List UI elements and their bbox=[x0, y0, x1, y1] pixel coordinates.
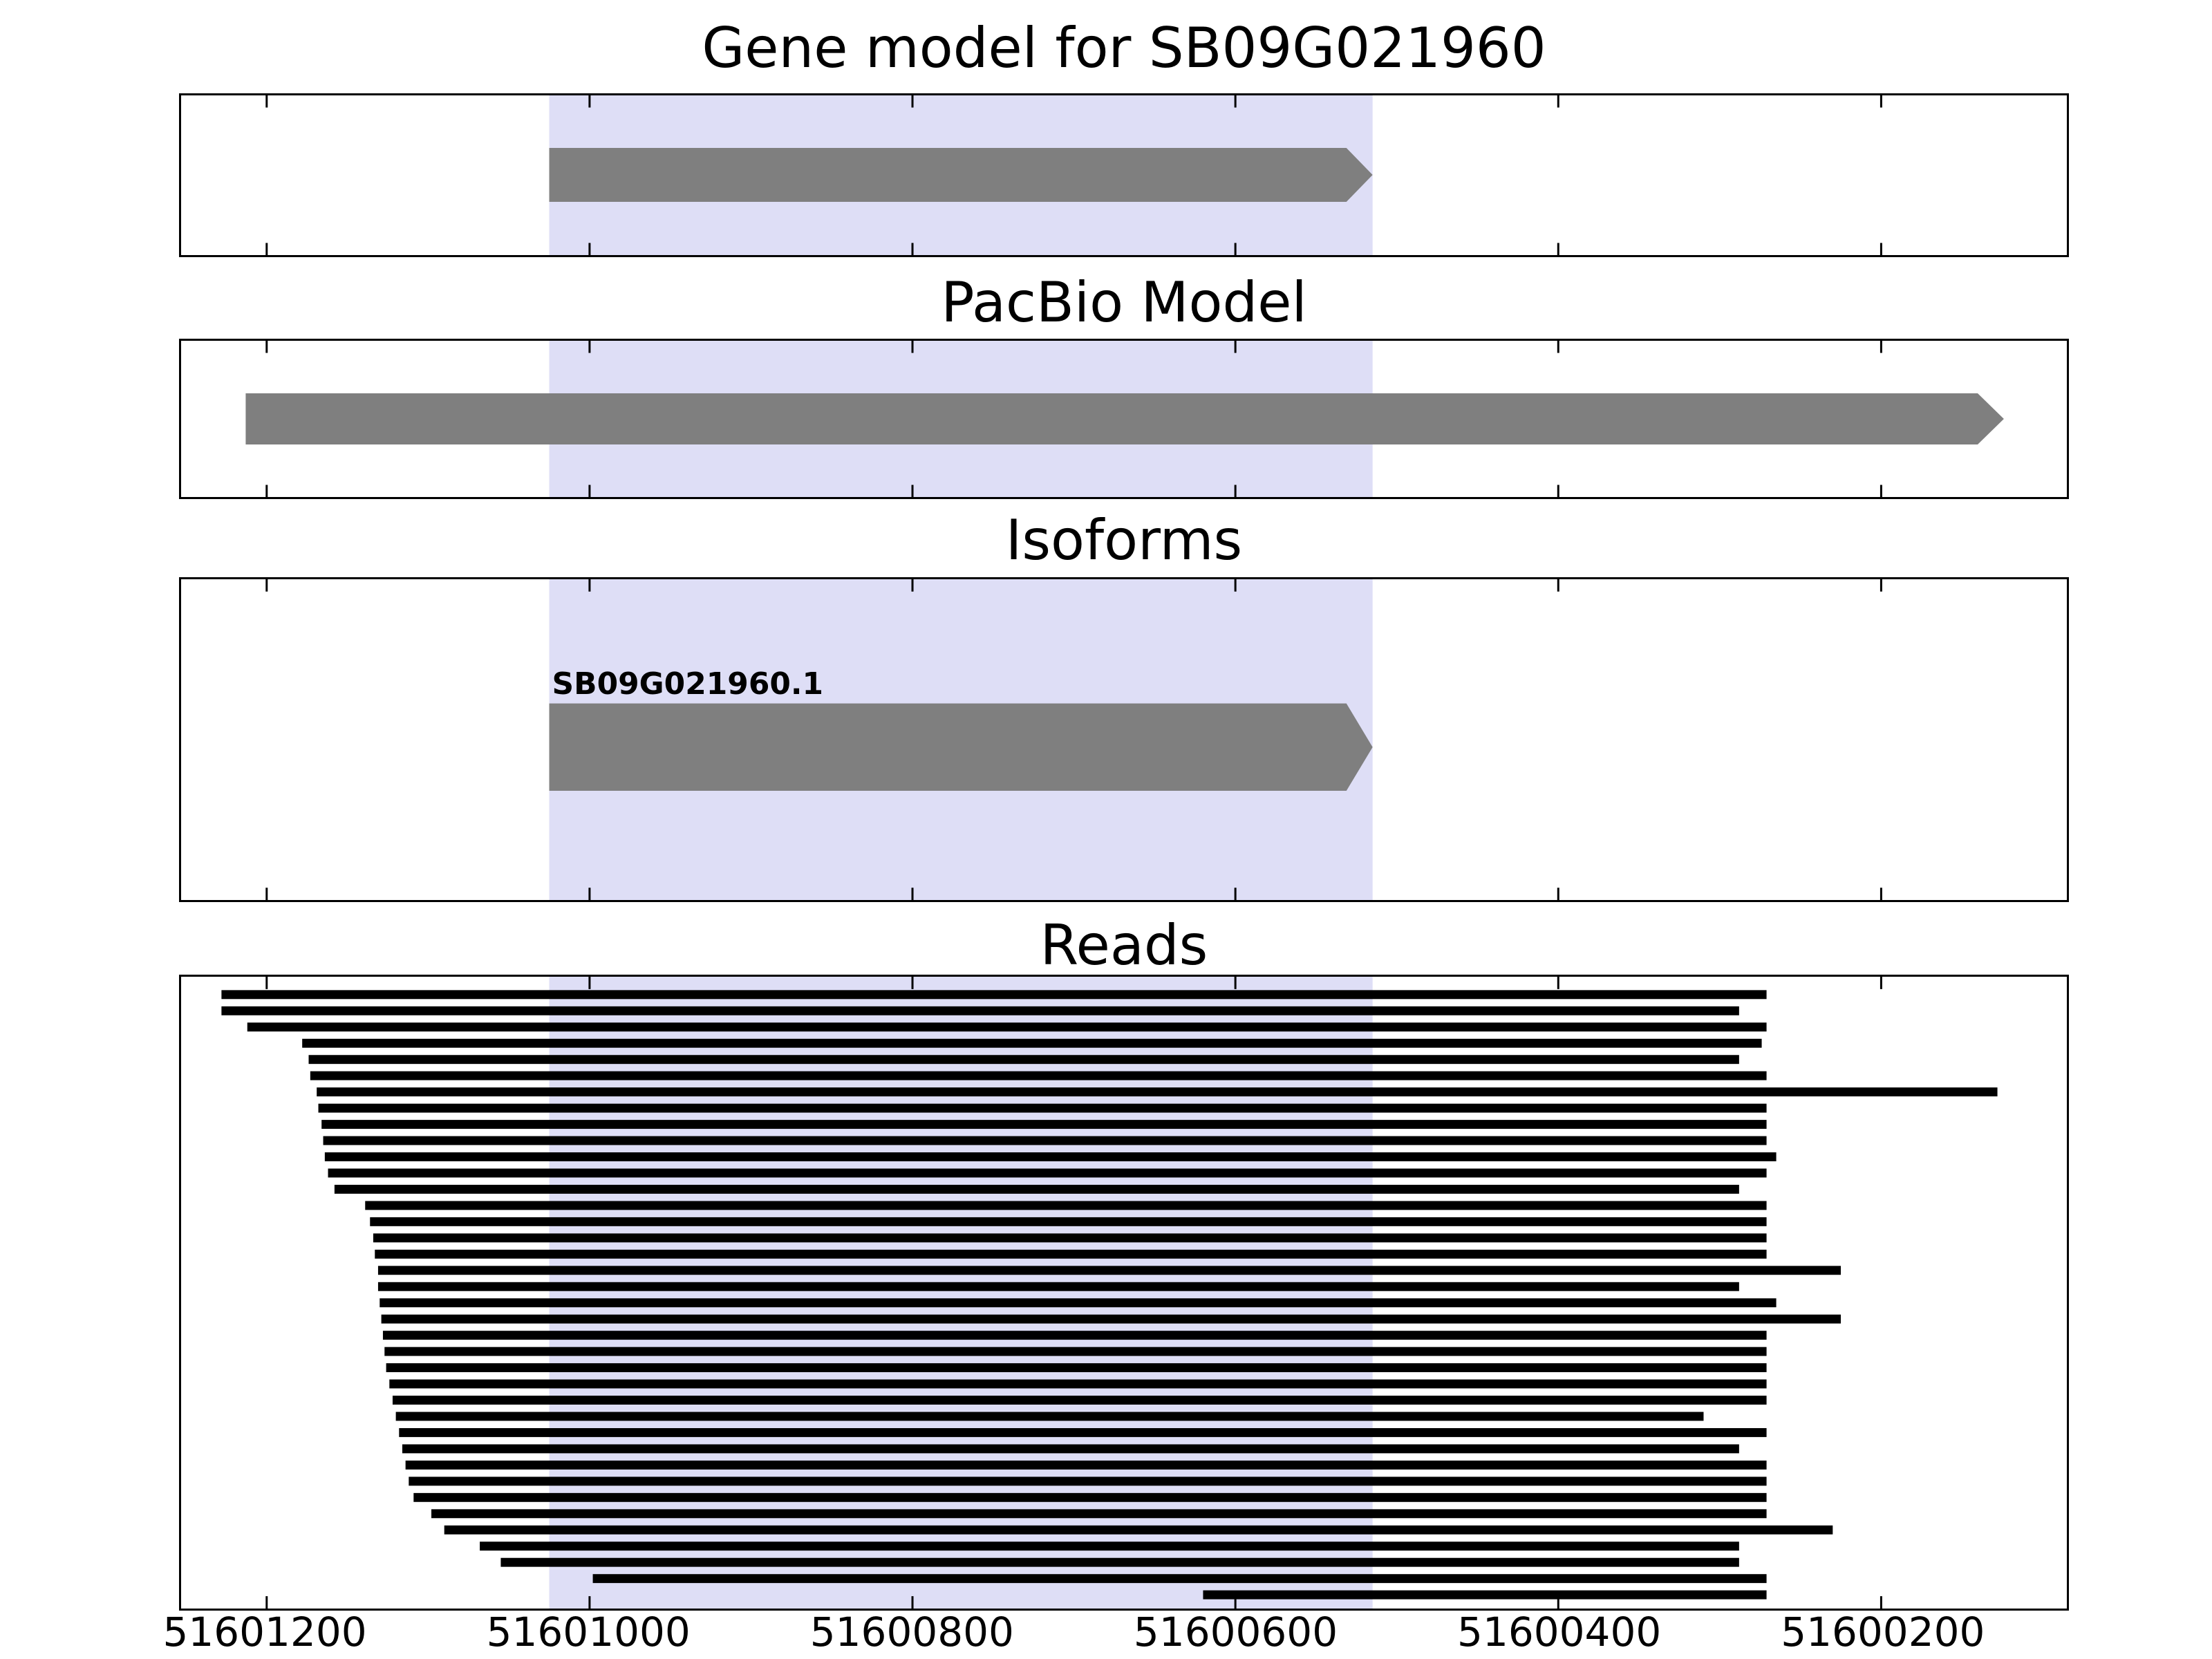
read-line bbox=[370, 1217, 1767, 1226]
read-line bbox=[323, 1136, 1767, 1145]
read-line bbox=[386, 1363, 1767, 1373]
read-line bbox=[402, 1444, 1739, 1454]
read-line bbox=[444, 1525, 1833, 1535]
read-line bbox=[1203, 1590, 1767, 1600]
read-line bbox=[324, 1152, 1777, 1161]
gene-model-plot bbox=[265, 95, 1882, 255]
read-line bbox=[377, 1282, 1739, 1291]
read-line bbox=[302, 1038, 1762, 1048]
pacbio-model-plot bbox=[245, 341, 2004, 497]
read-line bbox=[310, 1071, 1767, 1080]
x-tick-label: 51600600 bbox=[1133, 1609, 1338, 1656]
isoforms-panel: SB09G021960.1 bbox=[179, 577, 2069, 902]
isoform-label: SB09G021960.1 bbox=[552, 666, 824, 702]
read-line bbox=[321, 1120, 1767, 1130]
read-line bbox=[379, 1298, 1777, 1308]
gene-model-title: Gene model for SB09G021960 bbox=[702, 16, 1546, 80]
read-line bbox=[395, 1412, 1704, 1421]
read-line bbox=[373, 1233, 1767, 1243]
pacbio-model-arrow bbox=[245, 393, 2004, 445]
isoform-arrow bbox=[549, 703, 1373, 791]
read-line bbox=[592, 1574, 1767, 1584]
x-tick-label: 51600200 bbox=[1781, 1609, 1985, 1656]
x-tick-label: 51600800 bbox=[809, 1609, 1014, 1656]
read-line bbox=[381, 1314, 1841, 1324]
read-line bbox=[389, 1379, 1767, 1389]
pacbio-model-panel bbox=[179, 339, 2069, 499]
x-tick-label: 51601200 bbox=[162, 1609, 367, 1656]
read-line bbox=[431, 1509, 1767, 1519]
read-line bbox=[328, 1168, 1767, 1178]
read-line bbox=[334, 1184, 1739, 1194]
gene-model-arrow bbox=[549, 148, 1373, 202]
read-line bbox=[318, 1103, 1767, 1113]
isoforms-title: Isoforms bbox=[1005, 508, 1243, 572]
read-line bbox=[500, 1557, 1739, 1567]
pacbio-model-title: PacBio Model bbox=[941, 270, 1307, 335]
gene-model-panel bbox=[179, 93, 2069, 257]
x-tick-label: 51600400 bbox=[1457, 1609, 1662, 1656]
read-line bbox=[405, 1460, 1767, 1470]
isoforms-plot: SB09G021960.1 bbox=[265, 579, 1882, 900]
read-line bbox=[221, 1006, 1739, 1015]
read-line bbox=[221, 990, 1767, 1000]
read-line bbox=[384, 1347, 1767, 1356]
read-line bbox=[480, 1541, 1739, 1551]
read-line bbox=[377, 1266, 1841, 1275]
reads-panel bbox=[179, 975, 2069, 1611]
read-line bbox=[247, 1022, 1767, 1032]
read-line bbox=[399, 1427, 1767, 1437]
x-tick-label: 51601000 bbox=[486, 1609, 691, 1656]
read-line bbox=[375, 1249, 1767, 1259]
read-line bbox=[392, 1396, 1767, 1405]
read-line bbox=[365, 1201, 1767, 1210]
read-line bbox=[382, 1331, 1767, 1340]
reads-title: Reads bbox=[1040, 913, 1208, 977]
highlight-region bbox=[549, 977, 1373, 1609]
reads-plot bbox=[221, 977, 1998, 1609]
read-line bbox=[409, 1477, 1767, 1486]
read-line bbox=[308, 1055, 1739, 1065]
read-line bbox=[317, 1087, 1998, 1097]
read-line bbox=[413, 1492, 1767, 1502]
